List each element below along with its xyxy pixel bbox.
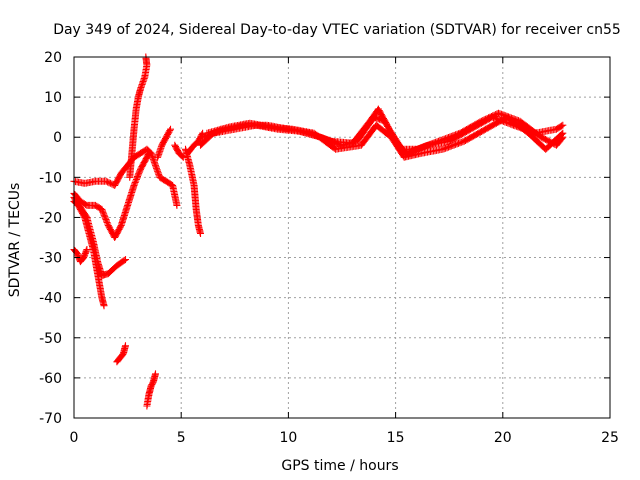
- series-track-spike-high: [126, 53, 151, 181]
- y-tick-label: -40: [39, 291, 62, 307]
- series-track-spike-low: [143, 370, 159, 410]
- chart-title: Day 349 of 2024, Sidereal Day-to-day VTE…: [53, 22, 621, 38]
- plus-markers: [171, 141, 187, 161]
- x-tick-label: 20: [494, 430, 512, 446]
- plus-markers: [182, 145, 204, 237]
- series-track-5-7: [184, 129, 207, 157]
- y-tick-label: 10: [44, 90, 62, 106]
- x-axis-label: GPS time / hours: [281, 458, 398, 474]
- y-tick-label: -70: [39, 411, 62, 427]
- y-tick-label: 20: [44, 50, 62, 66]
- plot-frame: [73, 56, 611, 419]
- series-track-near-4b: [171, 141, 187, 161]
- y-tick-label: -60: [39, 371, 62, 387]
- y-tick-label: -30: [39, 251, 62, 267]
- y-tick-label: -50: [39, 331, 62, 347]
- series-track-drop-24: [182, 145, 204, 237]
- plus-markers: [184, 129, 207, 157]
- plus-markers: [203, 113, 567, 161]
- data-points: [70, 53, 567, 410]
- x-tick-label: 25: [601, 430, 619, 446]
- x-tick-label: 0: [70, 430, 79, 446]
- x-tick-label: 10: [279, 430, 297, 446]
- series-track-main-c: [203, 113, 567, 161]
- y-tick-label: 0: [53, 130, 62, 146]
- y-tick-label: -20: [39, 210, 62, 226]
- x-tick-label: 5: [177, 430, 186, 446]
- series-track-drop-55: [113, 342, 129, 366]
- axis-ticks: 0 5 10 15 20 25 20 10 0 -10 -20 -30 -40 -50 -60 -70: [39, 50, 619, 446]
- series-track-near-4: [154, 125, 174, 161]
- y-tick-label: -10: [39, 170, 62, 186]
- plus-markers: [143, 370, 159, 410]
- plus-markers: [154, 125, 174, 161]
- plus-markers: [113, 342, 129, 366]
- y-axis-label: SDTVAR / TECUs: [7, 183, 23, 298]
- x-tick-label: 15: [387, 430, 405, 446]
- plus-markers: [126, 53, 151, 181]
